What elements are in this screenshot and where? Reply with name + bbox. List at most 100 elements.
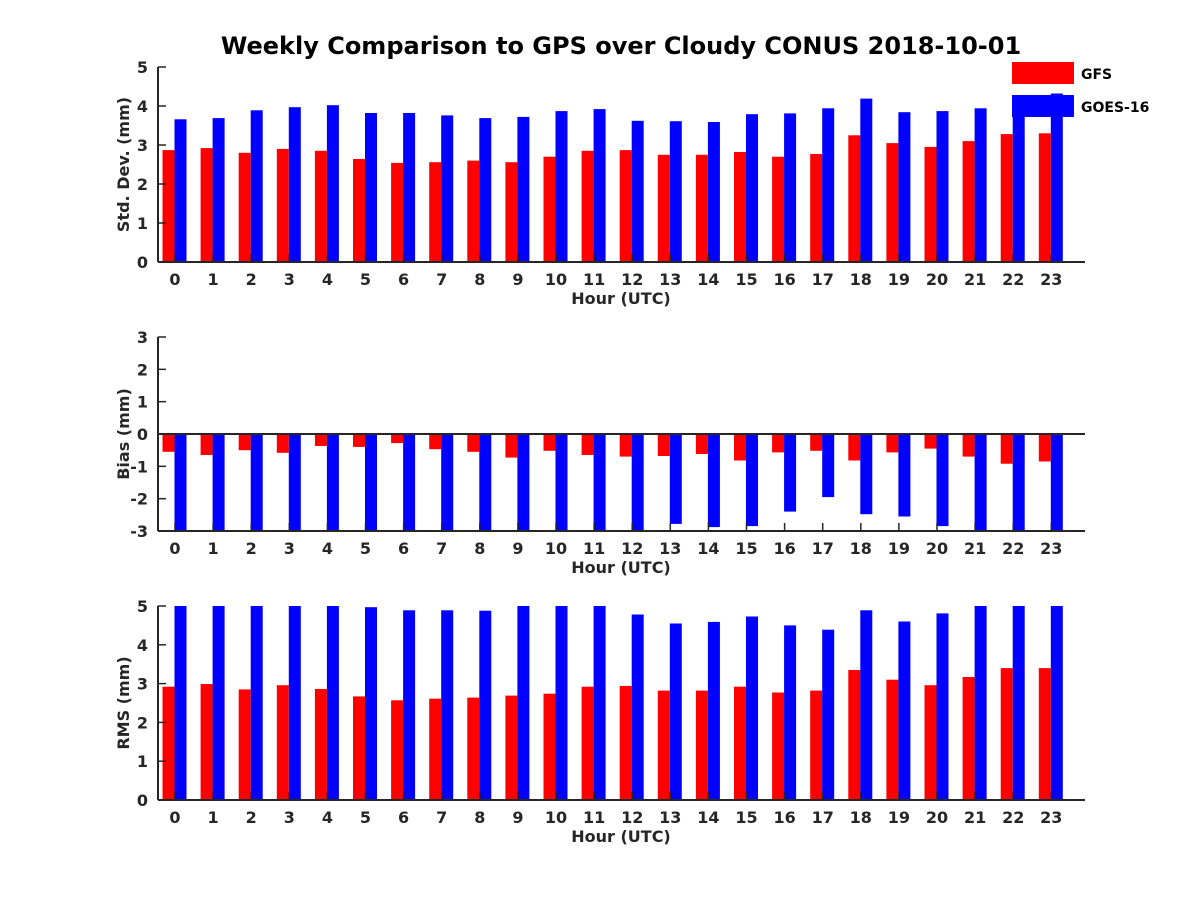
y-tick-label-std-dev: 3 [137, 136, 148, 155]
bar-bias-goes-16-4 [326, 434, 339, 531]
bar-rms-gfs-1 [200, 684, 213, 800]
bar-rms-gfs-0 [162, 686, 175, 800]
bar-bias-goes-16-18 [860, 434, 873, 515]
bar-std-dev-goes-16-11 [593, 109, 606, 262]
bar-bias-gfs-3 [276, 434, 289, 453]
x-tick-label-std-dev: 14 [697, 270, 719, 289]
bar-rms-gfs-18 [848, 670, 861, 800]
y-tick-label-rms: 5 [137, 597, 148, 616]
y-axis-label-std-dev: Std. Dev. (mm) [114, 97, 133, 232]
bar-bias-goes-16-17 [822, 434, 835, 498]
bar-bias-goes-16-8 [479, 434, 492, 531]
legend-label-gfs: GFS [1081, 67, 1112, 83]
y-tick-label-bias: 0 [137, 425, 148, 444]
x-axis-label-std-dev: Hour (UTC) [571, 289, 671, 308]
bar-rms-goes-16-8 [479, 610, 492, 800]
bar-std-dev-goes-16-2 [250, 110, 263, 262]
x-tick-label-rms: 0 [169, 808, 180, 827]
y-tick-label-bias: 2 [137, 360, 148, 379]
bar-std-dev-gfs-4 [314, 150, 327, 262]
bar-bias-goes-16-20 [936, 434, 949, 527]
bar-std-dev-gfs-2 [238, 152, 251, 262]
x-tick-label-std-dev: 11 [583, 270, 605, 289]
bar-std-dev-goes-16-18 [860, 98, 873, 262]
x-tick-label-bias: 10 [545, 539, 567, 558]
bar-bias-gfs-19 [886, 434, 899, 453]
bar-bias-gfs-17 [810, 434, 823, 451]
x-tick-label-bias: 8 [474, 539, 485, 558]
x-tick-label-std-dev: 20 [926, 270, 948, 289]
bar-std-dev-gfs-0 [162, 150, 175, 262]
bar-rms-gfs-22 [1000, 668, 1013, 800]
x-tick-label-rms: 14 [697, 808, 719, 827]
chart-title: Weekly Comparison to GPS over Cloudy CON… [221, 32, 1021, 60]
bar-std-dev-goes-16-10 [555, 111, 568, 262]
x-axis-label-bias: Hour (UTC) [571, 558, 671, 577]
y-tick-label-bias: -2 [130, 490, 148, 509]
x-tick-label-rms: 15 [735, 808, 757, 827]
y-tick-label-rms: 2 [137, 713, 148, 732]
y-tick-label-bias: -1 [130, 457, 148, 476]
bar-rms-gfs-21 [962, 677, 975, 800]
y-tick-label-std-dev: 1 [137, 214, 148, 233]
bar-std-dev-gfs-5 [353, 159, 365, 262]
y-tick-label-std-dev: 4 [137, 97, 148, 116]
bar-bias-gfs-10 [543, 434, 556, 451]
bar-rms-gfs-4 [314, 689, 327, 800]
bars-bias [162, 434, 1063, 531]
bar-rms-goes-16-13 [669, 623, 682, 800]
bar-bias-goes-16-2 [250, 434, 263, 531]
x-tick-label-std-dev: 22 [1002, 270, 1024, 289]
y-tick-label-bias: 1 [137, 393, 148, 412]
bar-std-dev-gfs-23 [1038, 133, 1051, 262]
x-tick-label-rms: 16 [773, 808, 795, 827]
x-tick-label-rms: 21 [964, 808, 986, 827]
bar-bias-gfs-14 [695, 434, 708, 454]
y-axis-label-bias: Bias (mm) [114, 388, 133, 480]
bar-bias-goes-16-6 [403, 434, 416, 531]
bars-std-dev [162, 93, 1063, 262]
x-tick-label-bias: 4 [322, 539, 333, 558]
bar-bias-goes-16-19 [898, 434, 911, 517]
x-tick-label-rms: 9 [512, 808, 523, 827]
x-tick-label-rms: 22 [1002, 808, 1024, 827]
x-tick-label-std-dev: 9 [512, 270, 523, 289]
bar-std-dev-goes-16-7 [441, 115, 454, 262]
x-tick-label-rms: 4 [322, 808, 333, 827]
bar-std-dev-goes-16-23 [1050, 93, 1063, 262]
bar-rms-gfs-7 [429, 698, 442, 800]
bar-bias-goes-16-3 [288, 434, 301, 531]
bar-std-dev-goes-16-6 [403, 113, 416, 262]
x-tick-label-rms: 2 [246, 808, 257, 827]
legend-swatch-gfs [1012, 62, 1074, 84]
x-tick-label-std-dev: 2 [246, 270, 257, 289]
x-tick-label-rms: 13 [659, 808, 681, 827]
bar-bias-goes-16-0 [174, 434, 187, 531]
x-tick-label-std-dev: 8 [474, 270, 485, 289]
bar-rms-gfs-9 [505, 695, 518, 800]
bars-rms [162, 606, 1063, 800]
x-tick-label-bias: 11 [583, 539, 605, 558]
x-tick-label-rms: 10 [545, 808, 567, 827]
x-tick-label-rms: 3 [284, 808, 295, 827]
x-tick-label-bias: 17 [812, 539, 834, 558]
bar-std-dev-gfs-19 [886, 143, 899, 262]
bar-rms-gfs-10 [543, 693, 556, 800]
bar-bias-gfs-6 [391, 434, 404, 444]
bar-std-dev-gfs-15 [734, 152, 746, 262]
legend-label-goes-16: GOES-16 [1081, 100, 1149, 116]
bar-bias-gfs-7 [429, 434, 442, 450]
x-tick-label-std-dev: 5 [360, 270, 371, 289]
bar-std-dev-goes-16-21 [974, 108, 987, 262]
bar-rms-gfs-8 [467, 697, 480, 800]
x-tick-label-std-dev: 18 [850, 270, 872, 289]
x-tick-label-std-dev: 4 [322, 270, 333, 289]
bar-std-dev-gfs-3 [276, 148, 289, 262]
x-tick-label-std-dev: 21 [964, 270, 986, 289]
bar-rms-gfs-13 [657, 690, 670, 800]
x-tick-label-bias: 23 [1040, 539, 1062, 558]
bar-std-dev-gfs-8 [467, 160, 480, 262]
